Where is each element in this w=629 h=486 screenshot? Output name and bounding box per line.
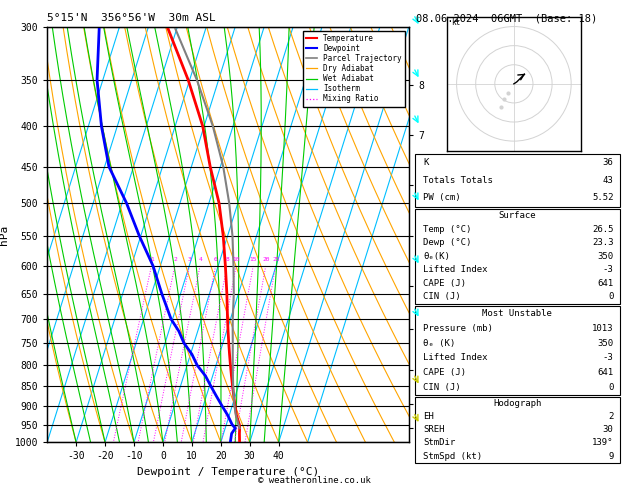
Text: StmDir: StmDir: [423, 438, 455, 448]
Text: 139°: 139°: [592, 438, 613, 448]
Text: 4: 4: [198, 257, 202, 262]
Text: 350: 350: [598, 252, 613, 261]
Text: 2: 2: [173, 257, 177, 262]
Text: 350: 350: [598, 339, 613, 347]
Text: Lifted Index: Lifted Index: [423, 265, 488, 275]
Text: 23.3: 23.3: [592, 238, 613, 247]
Text: © weatheronline.co.uk: © weatheronline.co.uk: [258, 475, 371, 485]
Text: Pressure (mb): Pressure (mb): [423, 324, 493, 333]
Text: -3: -3: [603, 353, 613, 362]
Text: CIN (J): CIN (J): [423, 293, 461, 301]
Legend: Temperature, Dewpoint, Parcel Trajectory, Dry Adiabat, Wet Adiabat, Isotherm, Mi: Temperature, Dewpoint, Parcel Trajectory…: [303, 31, 405, 106]
Text: -3: -3: [603, 265, 613, 275]
Text: 25: 25: [272, 257, 280, 262]
Text: 5.52: 5.52: [592, 193, 613, 202]
Text: Temp (°C): Temp (°C): [423, 225, 472, 234]
Text: EH: EH: [423, 412, 434, 421]
Text: Most Unstable: Most Unstable: [482, 309, 552, 318]
Text: 9: 9: [608, 451, 613, 461]
Text: 641: 641: [598, 279, 613, 288]
Text: Totals Totals: Totals Totals: [423, 176, 493, 185]
Text: 08.06.2024  06GMT  (Base: 18): 08.06.2024 06GMT (Base: 18): [416, 13, 598, 23]
Text: 1: 1: [150, 257, 153, 262]
Text: kt: kt: [451, 17, 460, 27]
Text: CAPE (J): CAPE (J): [423, 368, 466, 377]
Text: SREH: SREH: [423, 425, 445, 434]
Text: 3: 3: [187, 257, 191, 262]
Text: Hodograph: Hodograph: [493, 399, 542, 408]
Text: 30: 30: [603, 425, 613, 434]
Text: 8: 8: [225, 257, 229, 262]
Text: 43: 43: [603, 176, 613, 185]
Text: 0: 0: [608, 383, 613, 392]
Text: Dewp (°C): Dewp (°C): [423, 238, 472, 247]
Text: 26.5: 26.5: [592, 225, 613, 234]
Text: Lifted Index: Lifted Index: [423, 353, 488, 362]
Y-axis label: km
ASL: km ASL: [455, 235, 472, 256]
Text: 15: 15: [250, 257, 257, 262]
Text: K: K: [423, 158, 429, 167]
Text: 5°15'N  356°56'W  30m ASL: 5°15'N 356°56'W 30m ASL: [47, 13, 216, 22]
Text: 2: 2: [608, 412, 613, 421]
Text: 0: 0: [608, 293, 613, 301]
Text: PW (cm): PW (cm): [423, 193, 461, 202]
Y-axis label: hPa: hPa: [0, 225, 9, 244]
Text: 1013: 1013: [592, 324, 613, 333]
Text: 36: 36: [603, 158, 613, 167]
Text: Surface: Surface: [499, 211, 536, 220]
Text: 10: 10: [233, 257, 240, 262]
Text: θₑ(K): θₑ(K): [423, 252, 450, 261]
Text: StmSpd (kt): StmSpd (kt): [423, 451, 482, 461]
Text: 641: 641: [598, 368, 613, 377]
Text: θₑ (K): θₑ (K): [423, 339, 455, 347]
X-axis label: Dewpoint / Temperature (°C): Dewpoint / Temperature (°C): [137, 467, 319, 477]
Text: 20: 20: [262, 257, 270, 262]
Text: CIN (J): CIN (J): [423, 383, 461, 392]
Text: CAPE (J): CAPE (J): [423, 279, 466, 288]
Text: 6: 6: [214, 257, 218, 262]
